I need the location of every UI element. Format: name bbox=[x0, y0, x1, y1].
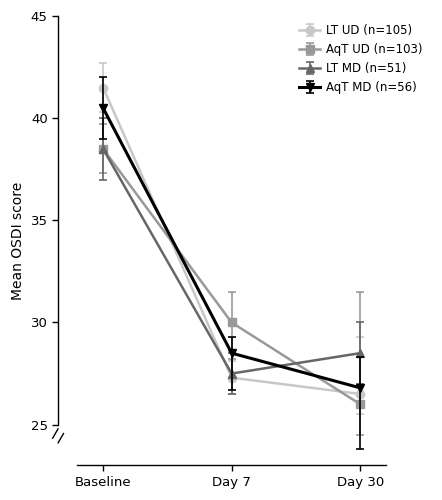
Legend: LT UD (n=105), AqT UD (n=103), LT MD (n=51), AqT MD (n=56): LT UD (n=105), AqT UD (n=103), LT MD (n=… bbox=[297, 22, 425, 97]
Y-axis label: Mean OSDI score: Mean OSDI score bbox=[11, 182, 25, 300]
